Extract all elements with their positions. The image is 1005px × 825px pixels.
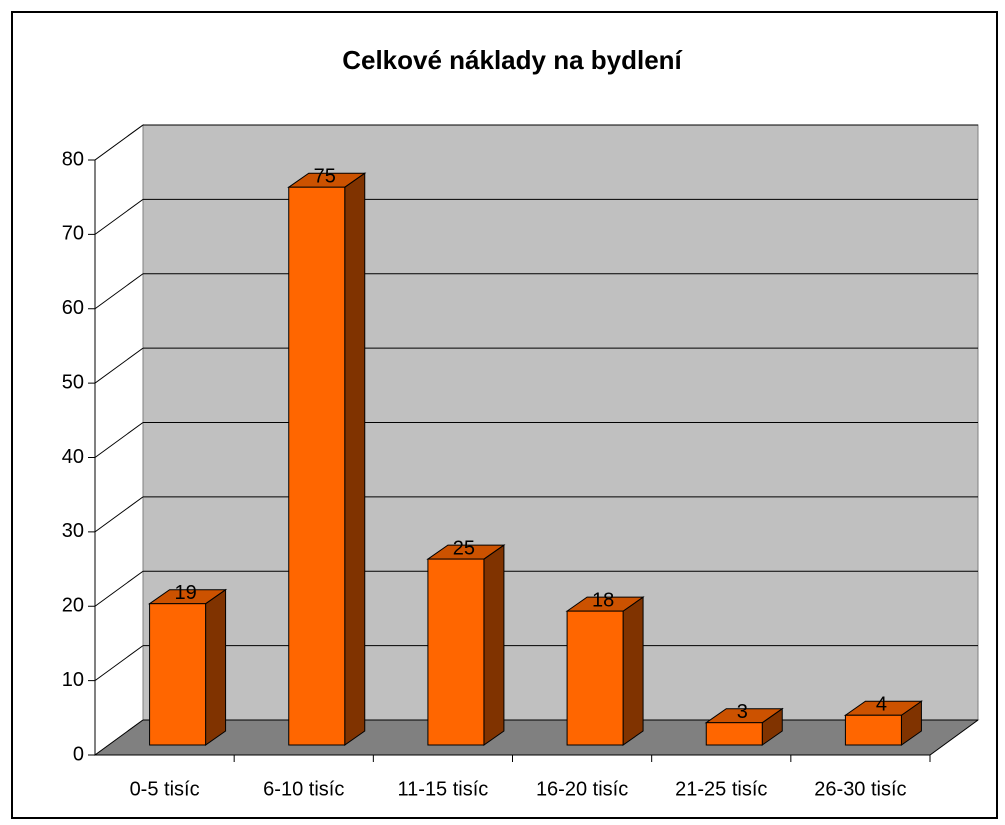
value-label: 18 [592,589,614,611]
y-tick-label: 10 [62,669,84,691]
bar [427,558,485,746]
grid-line-side [94,645,144,682]
grid-line-side [94,496,144,533]
bar [844,714,902,746]
x-tick-label: 26-30 tisíc [814,778,906,800]
y-tick-label: 70 [62,223,84,245]
grid-line-side [94,273,144,310]
floor-edge [929,719,979,756]
y-tick-label: 0 [73,743,84,765]
x-tick-label: 6-10 tisíc [263,778,344,800]
chart-title: Celkové náklady na bydlení [342,45,682,75]
value-label: 4 [876,694,887,716]
value-label: 75 [314,165,336,187]
bar-side [483,544,505,746]
y-tick-label: 80 [62,148,84,170]
bar [705,722,763,746]
grid-line-side [94,198,144,235]
grid-line-side [94,347,144,384]
value-label: 19 [174,582,196,604]
y-tick-label: 30 [62,520,84,542]
x-tick-label: 11-15 tisíc [398,778,489,800]
bar [566,610,624,746]
x-tick-label: 0-5 tisíc [130,778,200,800]
y-tick-label: 40 [62,446,84,468]
grid-line-side [94,124,144,161]
bar [288,186,346,746]
value-label: 25 [453,537,475,559]
x-tick-label: 16-20 tisíc [536,778,628,800]
grid-line-side [94,570,144,607]
x-tick-label: 21-25 tisíc [675,778,767,800]
bar-side [205,588,227,746]
bar-side [344,172,366,746]
grid-line-side [94,422,144,458]
bar-side [622,596,644,746]
grid-line-side [94,719,144,756]
bar [149,603,207,746]
value-label: 3 [737,701,748,723]
y-tick-label: 50 [62,371,84,393]
y-tick-label: 20 [62,595,84,617]
y-tick-label: 60 [62,297,84,319]
